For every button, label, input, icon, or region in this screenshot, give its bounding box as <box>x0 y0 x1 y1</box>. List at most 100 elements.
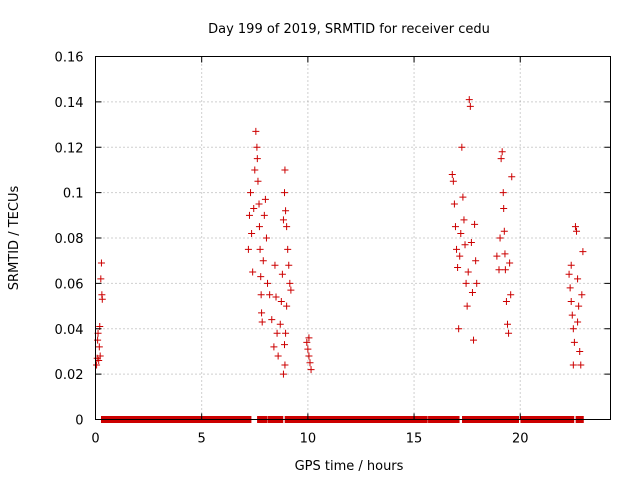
data-point <box>471 220 479 228</box>
data-point <box>455 325 463 333</box>
data-point <box>458 143 466 151</box>
data-point <box>508 173 516 181</box>
data-point <box>457 229 465 237</box>
data-point <box>306 359 314 367</box>
data-point <box>262 234 270 242</box>
data-point <box>304 345 312 353</box>
data-point <box>568 311 576 319</box>
data-point <box>268 316 276 324</box>
data-point <box>501 266 509 274</box>
data-point <box>258 318 266 326</box>
data-point <box>569 325 577 333</box>
data-point <box>569 361 577 369</box>
data-point <box>274 352 282 360</box>
data-point <box>472 257 480 265</box>
plot-frame <box>95 56 611 420</box>
data-point <box>259 257 267 265</box>
x-tick-label: 0 <box>91 432 99 447</box>
data-point <box>283 302 291 310</box>
data-point <box>95 343 103 351</box>
data-point <box>449 177 457 185</box>
data-point <box>506 259 514 267</box>
data-point <box>279 216 287 224</box>
data-point <box>448 170 456 178</box>
data-point <box>244 245 252 253</box>
data-point <box>278 270 286 278</box>
y-tick-label: 0.04 <box>55 323 84 338</box>
data-point <box>253 155 261 163</box>
data-point <box>504 320 511 328</box>
data-point <box>276 320 284 328</box>
data-point <box>248 229 256 237</box>
data-point <box>257 291 265 299</box>
data-point <box>260 211 268 219</box>
data-point <box>459 193 467 201</box>
data-point <box>574 275 582 283</box>
data-point <box>496 234 504 242</box>
data-point <box>270 343 278 351</box>
data-point <box>282 329 290 337</box>
data-point <box>251 166 259 174</box>
data-point <box>565 270 573 278</box>
data-point <box>451 223 459 231</box>
data-point <box>493 252 501 260</box>
data-point <box>579 248 587 256</box>
data-point <box>253 143 261 151</box>
data-point <box>249 268 257 276</box>
data-point <box>95 357 103 365</box>
data-point <box>258 309 266 317</box>
data-point <box>264 279 272 287</box>
data-point <box>566 284 574 292</box>
data-point <box>285 261 293 269</box>
data-point <box>461 241 469 249</box>
data-point <box>507 291 515 299</box>
data-point <box>282 207 290 215</box>
ticks: 0 0.02 0.04 0.06 0.08 0.1 0.12 0.14 0.16 0 5 10 15 20 <box>55 51 611 447</box>
y-tick-label: 0.16 <box>55 51 84 66</box>
data-point <box>281 189 289 197</box>
y-tick-label: 0.02 <box>55 368 84 383</box>
data-point <box>97 275 105 283</box>
data-point <box>97 259 105 267</box>
data-point <box>93 361 101 369</box>
data-point <box>281 341 289 349</box>
data-point <box>571 223 579 231</box>
data-point <box>305 334 313 342</box>
data-point <box>576 347 584 355</box>
data-point <box>272 293 280 301</box>
data-point <box>283 223 291 231</box>
y-tick-label: 0.06 <box>55 277 84 292</box>
data-point <box>245 211 253 219</box>
data-point <box>499 189 507 197</box>
data-point <box>500 205 508 213</box>
data-point <box>501 250 509 258</box>
data-point <box>468 288 476 296</box>
data-point <box>464 268 472 276</box>
data-point <box>281 166 289 174</box>
data-point <box>286 279 294 287</box>
data-point <box>279 370 287 378</box>
data-point <box>261 195 269 203</box>
data-point <box>257 273 265 281</box>
data-point <box>575 302 583 310</box>
x-axis-label: GPS time / hours <box>295 459 404 474</box>
chart-title: Day 199 of 2019, SRMTID for receiver ced… <box>208 22 490 37</box>
x-tick-label: 15 <box>406 432 423 447</box>
data-point <box>284 245 292 253</box>
data-point <box>495 266 503 274</box>
grid <box>95 56 611 420</box>
data-point <box>574 318 582 326</box>
data-point <box>502 298 510 306</box>
data-point <box>255 223 263 231</box>
data-point <box>252 127 260 135</box>
data-point <box>567 261 575 269</box>
data-point <box>247 189 255 197</box>
data-point <box>303 338 311 346</box>
data-point <box>96 352 104 360</box>
data-point <box>271 261 279 269</box>
data-point <box>466 102 474 110</box>
data-point <box>500 227 508 235</box>
data-point <box>577 361 585 369</box>
x-tick-label: 5 <box>198 432 206 447</box>
